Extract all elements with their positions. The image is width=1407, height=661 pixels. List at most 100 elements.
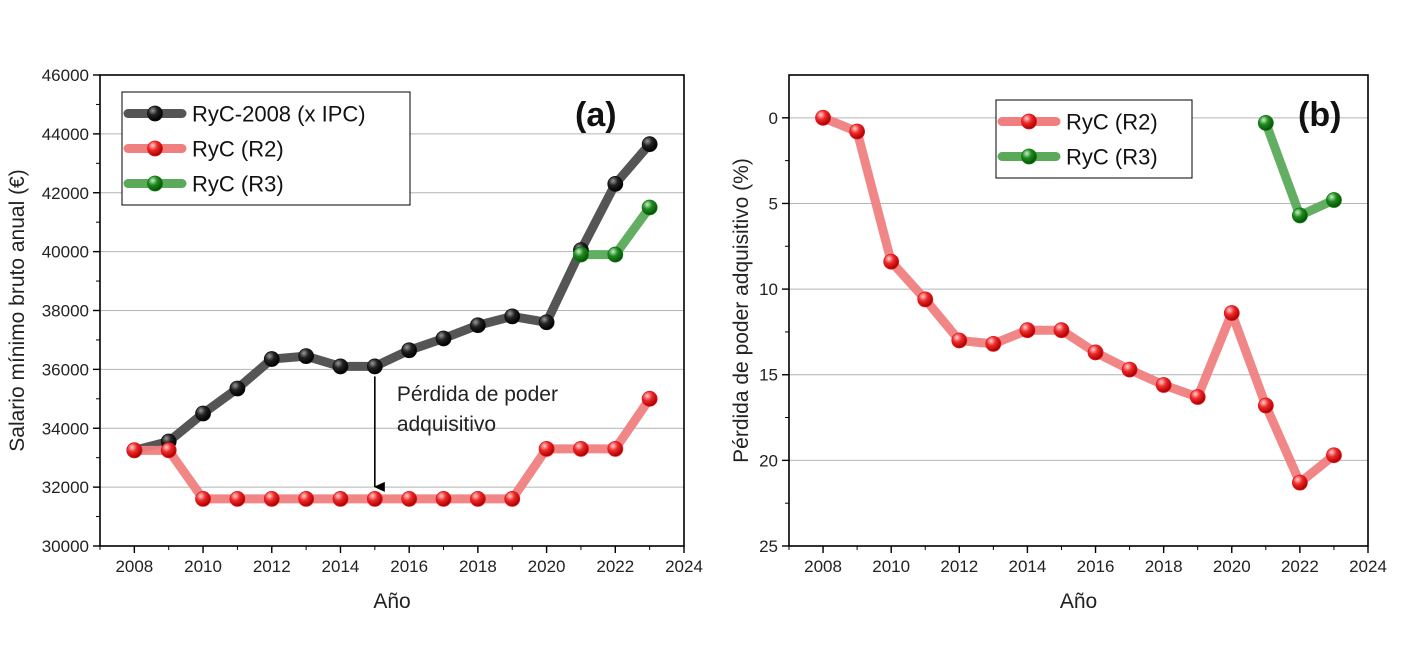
y-tick-label: 38000 [42, 302, 89, 321]
legend-box [995, 99, 1193, 179]
legend-label: RyC (R2) [1066, 110, 1158, 135]
data-point [1155, 377, 1172, 393]
x-tick-label: 2020 [1213, 557, 1251, 576]
data-point [435, 330, 452, 347]
data-point [815, 109, 831, 126]
data-point [126, 442, 143, 459]
data-point [1291, 207, 1308, 224]
y-tick-label: 46000 [42, 66, 89, 85]
chart-panel-b: 2008 2010 2012 2014 2016 2018 2020 2022 2024 0 5 10… [730, 74, 1387, 613]
data-point [263, 351, 280, 367]
x-tick-label: 2024 [665, 557, 703, 576]
data-point [538, 314, 555, 331]
legend-label: RyC-2008 (x IPC) [192, 102, 366, 127]
x-tick-label: 2008 [115, 557, 153, 576]
data-point [195, 490, 211, 507]
data-point [195, 405, 211, 422]
data-point [1291, 474, 1308, 491]
y-tick-label: 32000 [42, 478, 89, 497]
data-point [641, 136, 658, 153]
data-point [366, 490, 383, 507]
data-point [1189, 389, 1206, 405]
y-tick-label: 10 [759, 280, 778, 299]
panel-label: (a) [575, 96, 617, 134]
data-point [883, 253, 900, 270]
data-point [229, 380, 246, 397]
x-tick-label: 2016 [1077, 557, 1115, 576]
y-axis-label: Pérdida de poder adquisitivo (%) [730, 158, 753, 463]
x-tick-label: 2018 [1145, 557, 1183, 576]
y-tick-label: 44000 [42, 125, 89, 144]
data-point [332, 490, 349, 507]
data-point [573, 246, 589, 263]
legend-swatch-marker [1021, 148, 1037, 165]
data-point [607, 246, 624, 263]
legend-label: RyC (R3) [192, 172, 284, 197]
data-point [504, 308, 521, 325]
data-point [160, 442, 177, 459]
data-point [641, 390, 658, 407]
data-point [469, 490, 486, 507]
x-tick-label: 2014 [322, 557, 360, 576]
data-point [607, 440, 624, 457]
data-point [1326, 447, 1342, 464]
x-tick-label: 2022 [1281, 557, 1319, 576]
data-point [1087, 344, 1104, 361]
data-point [469, 317, 486, 334]
data-point [298, 490, 315, 507]
legend-label: RyC (R3) [1066, 145, 1158, 170]
y-tick-label: 15 [759, 366, 778, 385]
legend-label: RyC (R2) [192, 137, 284, 162]
plot-frame [788, 74, 1369, 547]
data-point [985, 335, 1002, 352]
panel-label: (b) [1298, 96, 1341, 134]
legend-swatch-marker [147, 140, 163, 157]
y-tick-label: 25 [759, 537, 778, 556]
y-tick-label: 0 [769, 109, 778, 128]
data-point [1053, 322, 1070, 339]
y-tick-label: 5 [769, 194, 778, 213]
y-axis-label: Salario mínimo bruto anual (€) [6, 169, 29, 451]
data-point [538, 440, 555, 457]
x-tick-label: 2008 [804, 557, 842, 576]
y-tick-label: 20 [759, 451, 778, 470]
y-tick-label: 30000 [42, 537, 89, 556]
data-point [401, 342, 418, 359]
x-tick-label: 2010 [184, 557, 222, 576]
data-point [1223, 305, 1240, 321]
data-point [917, 291, 934, 308]
data-point [641, 199, 658, 216]
x-axis-label: Año [373, 590, 410, 613]
data-point [951, 332, 968, 349]
legend-swatch-marker [1021, 113, 1037, 130]
annotation-text: adquisitivo [397, 413, 496, 436]
data-point [1326, 192, 1342, 208]
data-point [1019, 322, 1036, 339]
y-tick-label: 34000 [42, 419, 89, 438]
x-tick-label: 2012 [940, 557, 978, 576]
series-line [129, 139, 655, 455]
data-point [366, 358, 383, 375]
x-tick-label: 2020 [528, 557, 566, 576]
data-point [229, 490, 246, 507]
data-point [298, 348, 315, 365]
data-point [573, 440, 589, 457]
data-point [263, 490, 280, 507]
x-tick-label: 2016 [390, 557, 428, 576]
x-tick-label: 2012 [253, 557, 291, 576]
x-tick-label: 2010 [872, 557, 910, 576]
data-point [849, 123, 866, 140]
x-tick-label: 2022 [596, 557, 634, 576]
series-line [1261, 118, 1339, 220]
series-line [818, 113, 1339, 488]
legend-swatch-marker [147, 105, 163, 122]
annotation-text: Pérdida de poder [397, 383, 558, 406]
data-point [332, 358, 349, 375]
data-point [1257, 115, 1274, 131]
legend-swatch-marker [147, 175, 163, 192]
chart-panel-a: 2008 2010 2012 2014 2016 2018 2020 2022 2024 3000… [6, 66, 703, 613]
y-tick-label: 40000 [42, 243, 89, 262]
data-point [504, 490, 521, 507]
x-tick-label: 2024 [1349, 557, 1387, 576]
